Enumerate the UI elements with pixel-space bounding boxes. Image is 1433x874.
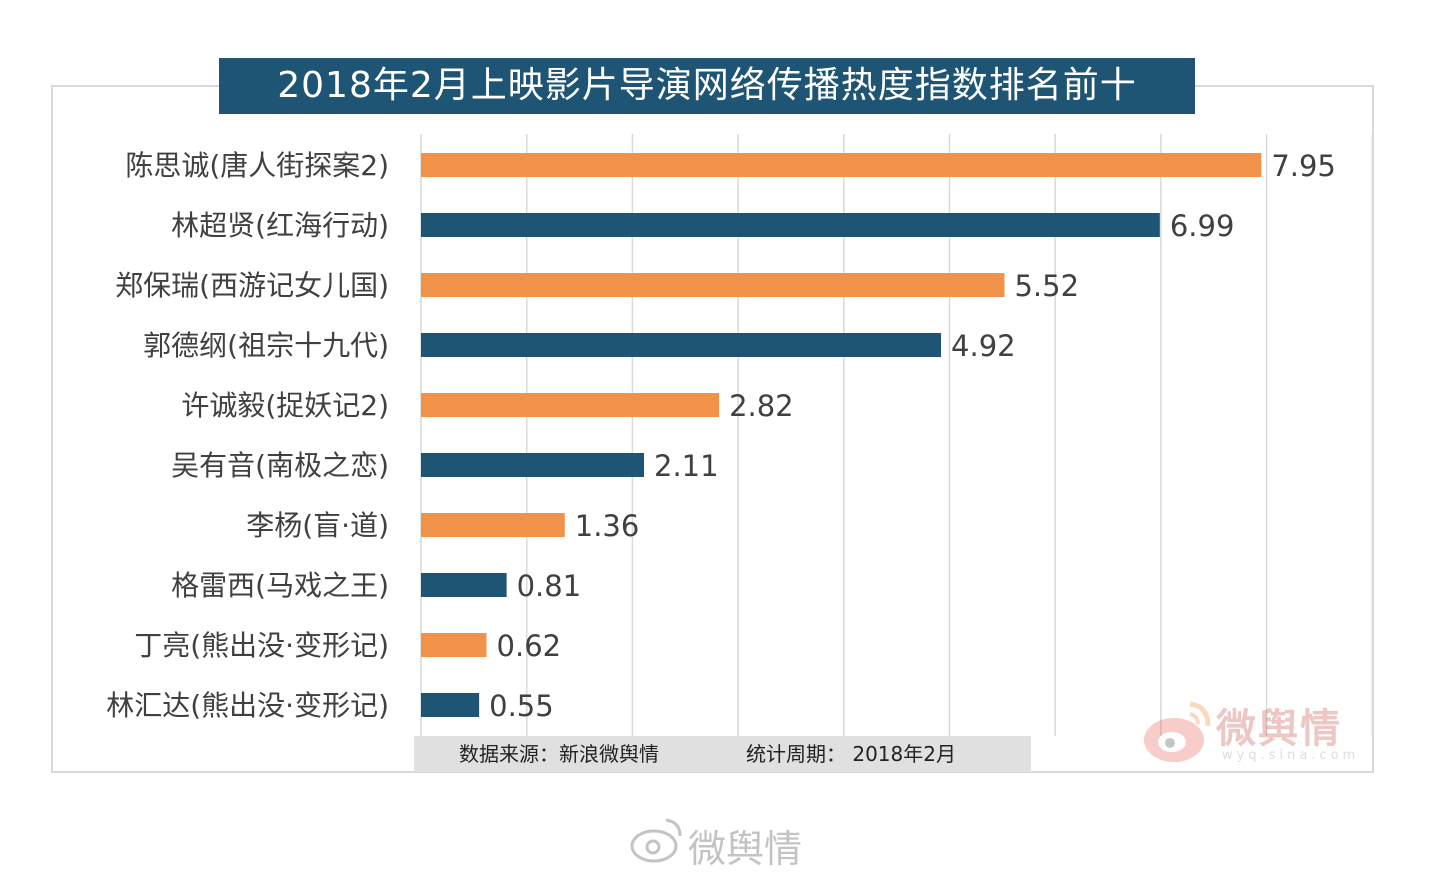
bar-8 bbox=[421, 633, 487, 657]
category-label-2: 郑保瑞(西游记女儿国) bbox=[115, 269, 389, 302]
footer-watermark: 微舆情 bbox=[628, 812, 802, 871]
weibo-watermark: 微舆情 wyq.sina.com bbox=[1138, 692, 1378, 772]
data-label-7: 0.81 bbox=[517, 569, 582, 603]
data-label-1: 6.99 bbox=[1170, 209, 1235, 243]
data-label-9: 0.55 bbox=[489, 689, 554, 723]
chart-title: 2018年2月上映影片导演网络传播热度指数排名前十 bbox=[219, 58, 1195, 114]
source-bar: 数据来源：新浪微舆情 统计周期： 2018年2月 bbox=[414, 736, 1031, 772]
data-label-4: 2.82 bbox=[729, 389, 794, 423]
watermark-brand: 微舆情 bbox=[1216, 706, 1342, 752]
bar-5 bbox=[421, 453, 645, 477]
bar-2 bbox=[421, 273, 1005, 297]
category-label-6: 李杨(盲·道) bbox=[246, 509, 389, 542]
category-label-1: 林超贤(红海行动) bbox=[171, 209, 389, 242]
category-label-8: 丁亮(熊出没·变形记) bbox=[134, 629, 389, 662]
category-label-4: 许诚毅(捉妖记2) bbox=[181, 389, 389, 422]
category-label-3: 郭德纲(祖宗十九代) bbox=[143, 329, 389, 362]
category-label-9: 林汇达(熊出没·变形记) bbox=[106, 689, 389, 722]
bar-0 bbox=[421, 153, 1262, 177]
data-source-label: 数据来源：新浪微舆情 bbox=[459, 742, 659, 766]
bar-9 bbox=[421, 693, 480, 717]
data-label-3: 4.92 bbox=[951, 329, 1016, 363]
data-label-6: 1.36 bbox=[575, 509, 640, 543]
data-label-2: 5.52 bbox=[1014, 269, 1079, 303]
bar-7 bbox=[421, 573, 507, 597]
bar-4 bbox=[421, 393, 720, 417]
footer-brand: 微舆情 bbox=[688, 827, 803, 871]
weibo-logo-icon bbox=[1144, 701, 1211, 762]
category-label-5: 吴有音(南极之恋) bbox=[171, 449, 389, 482]
bar-1 bbox=[421, 213, 1160, 237]
bar-6 bbox=[421, 513, 565, 537]
period-label: 统计周期： 2018年2月 bbox=[746, 742, 956, 766]
bar-3 bbox=[421, 333, 942, 357]
category-label-0: 陈思诚(唐人街探案2) bbox=[125, 149, 389, 182]
watermark-domain: wyq.sina.com bbox=[1222, 748, 1360, 763]
data-label-0: 7.95 bbox=[1271, 149, 1336, 183]
weibo-footer-icon bbox=[630, 818, 682, 863]
data-label-8: 0.62 bbox=[497, 629, 562, 663]
data-label-5: 2.11 bbox=[654, 449, 719, 483]
category-label-7: 格雷西(马戏之王) bbox=[171, 569, 389, 602]
